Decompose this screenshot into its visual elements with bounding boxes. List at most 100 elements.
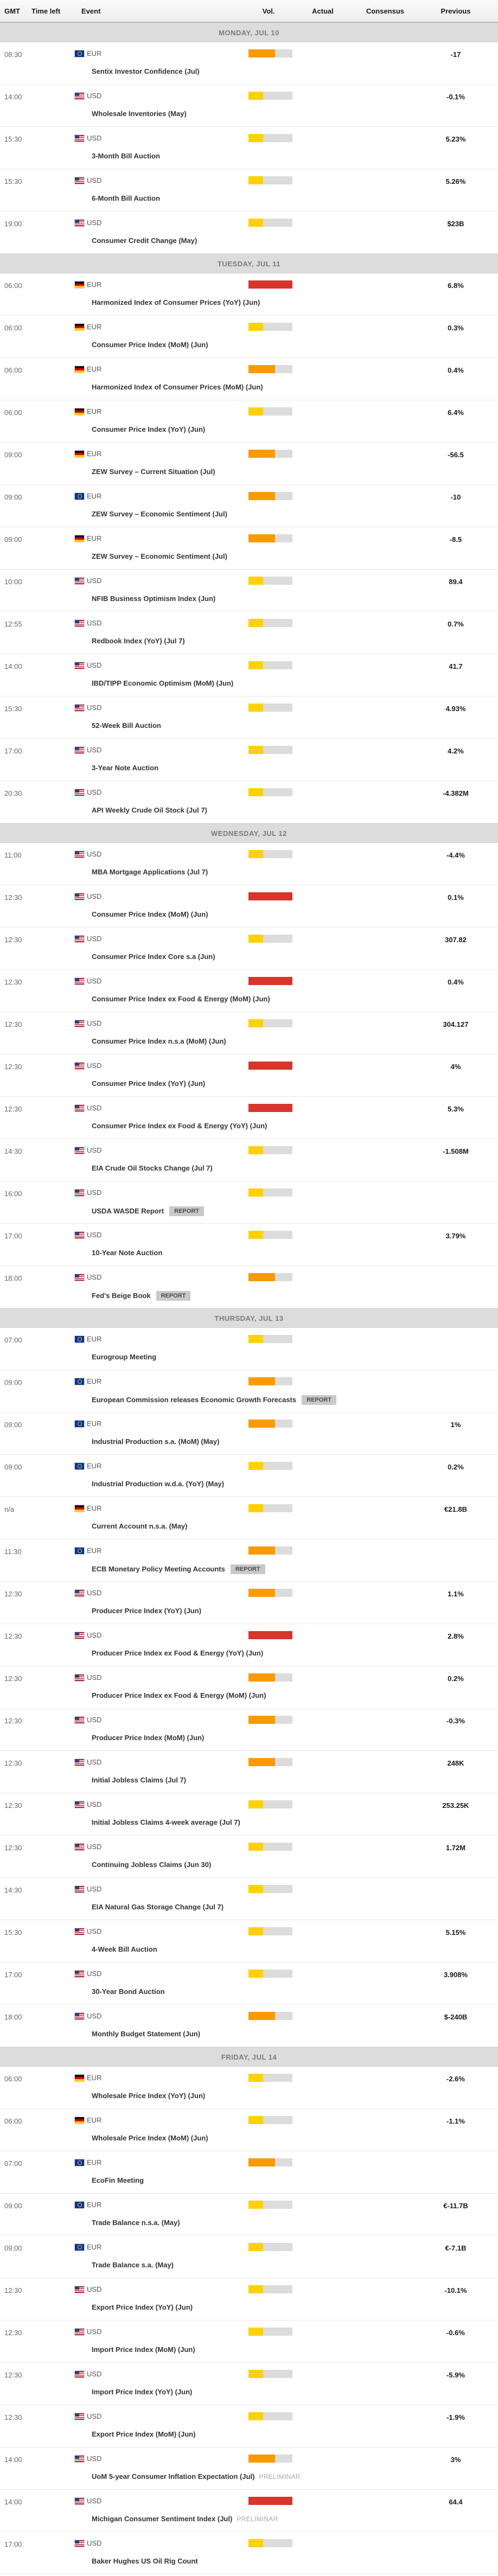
- event-row[interactable]: 09:00 EUR 1% Industrial Production s.a. …: [0, 1412, 498, 1455]
- event-row[interactable]: 09:00 EUR European Commission releases E…: [0, 1370, 498, 1412]
- event-time: 15:30: [4, 135, 22, 143]
- event-row[interactable]: 09:00 EUR -56.5 ZEW Survey – Current Sit…: [0, 443, 498, 485]
- eu-flag-icon: [75, 1378, 84, 1385]
- previous-value: €-11.7B: [443, 2202, 468, 2210]
- event-row[interactable]: 12:30 USD 2.8% Producer Price Index ex F…: [0, 1624, 498, 1666]
- event-row[interactable]: 14:00 USD 41.7 IBD/TIPP Economic Optimis…: [0, 654, 498, 696]
- event-row[interactable]: 12:30 USD 0.1% Consumer Price Index (MoM…: [0, 885, 498, 928]
- currency-code: USD: [87, 1589, 102, 1597]
- event-row[interactable]: 16:00 USD USDA WASDE Report REPORT: [0, 1181, 498, 1224]
- event-row[interactable]: 08:30 EUR -17 Sentix Investor Confidence…: [0, 42, 498, 85]
- event-time: 12:30: [4, 1063, 22, 1071]
- event-row[interactable]: 14:30 USD -1.508M EIA Crude Oil Stocks C…: [0, 1139, 498, 1181]
- event-row[interactable]: 12:30 USD -1.9% Export Price Index (MoM)…: [0, 2405, 498, 2447]
- event-time: 15:30: [4, 705, 22, 713]
- event-row[interactable]: 20:30 USD -4.382M API Weekly Crude Oil S…: [0, 781, 498, 823]
- event-row[interactable]: 17:00 USD 3.79% 10-Year Note Auction: [0, 1224, 498, 1266]
- volatility-bar: [248, 1504, 292, 1512]
- volatility-fill: [248, 935, 263, 943]
- event-row[interactable]: 14:00 USD 3% UoM 5-year Consumer Inflati…: [0, 2447, 498, 2490]
- event-row[interactable]: 17:00 USD 4.2% 3-Year Note Auction: [0, 739, 498, 781]
- volatility-fill: [248, 746, 263, 754]
- event-row[interactable]: 06:00 EUR 6.4% Consumer Price Index (YoY…: [0, 400, 498, 443]
- event-title: Industrial Production w.d.a. (YoY) (May): [92, 1480, 225, 1488]
- event-time: 12:30: [4, 1674, 22, 1683]
- event-time: 16:00: [4, 1190, 22, 1198]
- event-row[interactable]: 12:30 USD 5.3% Consumer Price Index ex F…: [0, 1097, 498, 1139]
- event-row[interactable]: 11:00 USD -4.4% MBA Mortgage Application…: [0, 843, 498, 885]
- event-title: Harmonized Index of Consumer Prices (MoM…: [92, 383, 263, 391]
- report-badge[interactable]: REPORT: [302, 1395, 336, 1405]
- event-row[interactable]: 09:00 EUR €-7.1B Trade Balance s.a. (May…: [0, 2236, 498, 2278]
- event-row[interactable]: 12:30 USD -10.1% Export Price Index (YoY…: [0, 2278, 498, 2321]
- volatility-fill: [248, 1019, 263, 1027]
- event-time: 12:30: [4, 1844, 22, 1852]
- event-row[interactable]: 12:30 USD 304.127 Consumer Price Index n…: [0, 1012, 498, 1054]
- report-badge[interactable]: REPORT: [230, 1564, 265, 1574]
- event-row[interactable]: 12:30 USD -0.3% Producer Price Index (Mo…: [0, 1709, 498, 1751]
- event-row[interactable]: 15:30 USD 4.93% 52-Week Bill Auction: [0, 696, 498, 739]
- event-row[interactable]: 18:00 USD $-240B Monthly Budget Statemen…: [0, 2005, 498, 2047]
- volatility-bar: [248, 2243, 292, 2251]
- event-row[interactable]: 14:30 USD EIA Natural Gas Storage Change…: [0, 1878, 498, 1920]
- event-row[interactable]: 17:00 USD 3.908% 30-Year Bond Auction: [0, 1963, 498, 2005]
- event-row[interactable]: 09:00 EUR -8.5 ZEW Survey – Economic Sen…: [0, 527, 498, 570]
- event-row[interactable]: 12:30 USD 1.72M Continuing Jobless Claim…: [0, 1836, 498, 1878]
- event-row[interactable]: 14:00 USD -0.1% Wholesale Inventories (M…: [0, 85, 498, 127]
- event-row[interactable]: 17:00 USD Baker Hughes US Oil Rig Count: [0, 2532, 498, 2574]
- event-row[interactable]: 18:00 USD Fed's Beige Book REPORT: [0, 1266, 498, 1308]
- event-row[interactable]: 12:30 USD 248K Initial Jobless Claims (J…: [0, 1751, 498, 1793]
- event-row[interactable]: 12:30 USD 307.82 Consumer Price Index Co…: [0, 928, 498, 970]
- event-row[interactable]: 12:55 USD 0.7% Redbook Index (YoY) (Jul …: [0, 612, 498, 654]
- previous-value: 4.2%: [448, 747, 464, 755]
- event-title: Import Price Index (MoM) (Jun): [92, 2345, 195, 2354]
- report-badge[interactable]: REPORT: [156, 1291, 191, 1301]
- event-row[interactable]: n/a EUR €21.8B Current Account n.s.a. (M…: [0, 1497, 498, 1539]
- currency-code: USD: [87, 704, 102, 712]
- event-row[interactable]: 19:00 USD $23B Consumer Credit Change (M…: [0, 212, 498, 254]
- volatility-fill: [248, 1504, 263, 1512]
- volatility-fill: [248, 1546, 275, 1555]
- event-row[interactable]: 09:00 EUR €-11.7B Trade Balance n.s.a. (…: [0, 2194, 498, 2236]
- event-row[interactable]: 12:30 USD -5.9% Import Price Index (YoY)…: [0, 2363, 498, 2405]
- event-time: 17:00: [4, 747, 22, 755]
- event-row[interactable]: 06:00 EUR 6.8% Harmonized Index of Consu…: [0, 273, 498, 316]
- event-time: 15:30: [4, 177, 22, 186]
- us-flag-icon: [75, 1717, 84, 1723]
- volatility-bar: [248, 49, 292, 57]
- us-flag-icon: [75, 1928, 84, 1935]
- event-row[interactable]: 09:00 EUR -10 ZEW Survey – Economic Sent…: [0, 485, 498, 527]
- volatility-fill: [248, 1885, 263, 1893]
- event-row[interactable]: 07:00 EUR EcoFin Meeting: [0, 2151, 498, 2194]
- currency-code: EUR: [87, 1546, 102, 1555]
- event-row[interactable]: 07:00 EUR Eurogroup Meeting: [0, 1328, 498, 1370]
- event-row[interactable]: 10:00 USD 89.4 NFIB Business Optimism In…: [0, 570, 498, 612]
- event-row[interactable]: 09:00 EUR 0.2% Industrial Production w.d…: [0, 1455, 498, 1497]
- event-row[interactable]: 06:00 EUR -1.1% Wholesale Price Index (M…: [0, 2109, 498, 2151]
- event-row[interactable]: 12:30 USD 4% Consumer Price Index (YoY) …: [0, 1054, 498, 1097]
- previous-value: 3.79%: [445, 1232, 466, 1240]
- volatility-bar: [248, 2497, 292, 2505]
- volatility-bar: [248, 892, 292, 900]
- event-title: Current Account n.s.a. (May): [92, 1522, 188, 1530]
- currency-code: EUR: [87, 534, 102, 542]
- event-row[interactable]: 15:30 USD 5.26% 6-Month Bill Auction: [0, 169, 498, 212]
- event-row[interactable]: 06:00 EUR -2.6% Wholesale Price Index (Y…: [0, 2067, 498, 2109]
- event-row[interactable]: 12:30 USD 0.4% Consumer Price Index ex F…: [0, 970, 498, 1012]
- event-row[interactable]: 15:30 USD 5.23% 3-Month Bill Auction: [0, 127, 498, 169]
- event-row[interactable]: 06:00 EUR 0.4% Harmonized Index of Consu…: [0, 358, 498, 400]
- day-band-label: MONDAY, JUL 10: [219, 28, 279, 37]
- volatility-bar: [248, 1970, 292, 1978]
- event-row[interactable]: 11:30 EUR ECB Monetary Policy Meeting Ac…: [0, 1539, 498, 1582]
- event-row[interactable]: 12:30 USD 0.2% Producer Price Index ex F…: [0, 1666, 498, 1709]
- event-row[interactable]: 12:30 USD 253.25K Initial Jobless Claims…: [0, 1793, 498, 1836]
- event-row[interactable]: 06:00 EUR 0.3% Consumer Price Index (MoM…: [0, 316, 498, 358]
- event-title: Baker Hughes US Oil Rig Count: [92, 2557, 198, 2565]
- volatility-fill: [248, 2328, 263, 2336]
- report-badge[interactable]: REPORT: [169, 1206, 204, 1216]
- event-row[interactable]: 12:30 USD -0.6% Import Price Index (MoM)…: [0, 2321, 498, 2363]
- event-row[interactable]: 14:00 USD 64.4 Michigan Consumer Sentime…: [0, 2490, 498, 2532]
- previous-value: -17: [450, 50, 461, 59]
- event-row[interactable]: 12:30 USD 1.1% Producer Price Index (YoY…: [0, 1582, 498, 1624]
- event-row[interactable]: 15:30 USD 5.15% 4-Week Bill Auction: [0, 1920, 498, 1963]
